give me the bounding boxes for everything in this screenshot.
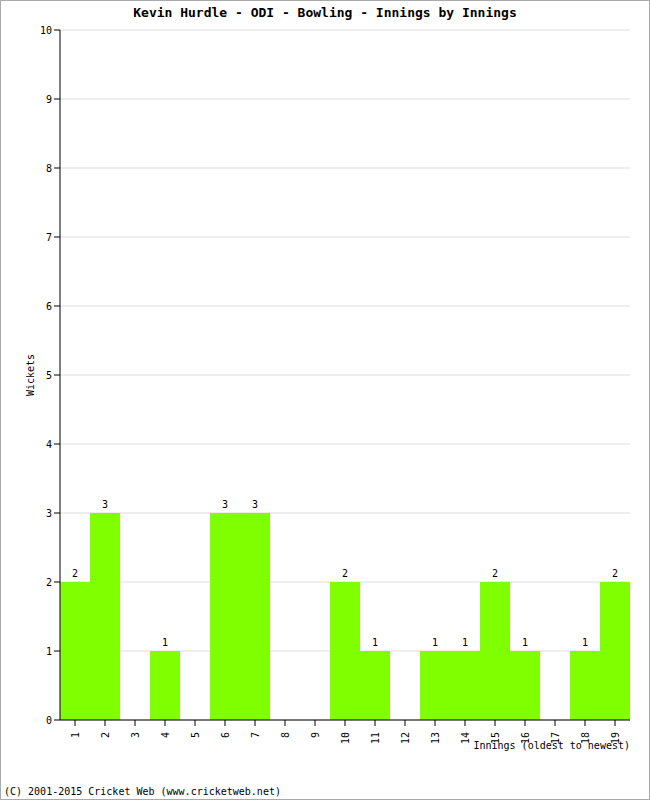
svg-text:6: 6 [46,301,52,312]
svg-text:3: 3 [46,508,52,519]
svg-text:0: 0 [46,715,52,726]
svg-text:2: 2 [100,732,111,738]
svg-text:2: 2 [342,568,348,579]
svg-text:8: 8 [46,163,52,174]
svg-text:5: 5 [190,732,201,738]
svg-text:Wickets: Wickets [25,354,36,396]
svg-text:3: 3 [102,499,108,510]
svg-text:7: 7 [250,732,261,738]
svg-text:2: 2 [72,568,78,579]
svg-text:6: 6 [220,732,231,738]
svg-text:1: 1 [462,637,468,648]
svg-text:1: 1 [162,637,168,648]
svg-text:1: 1 [46,646,52,657]
svg-text:(C) 2001-2015 Cricket Web (www: (C) 2001-2015 Cricket Web (www.cricketwe… [8,786,281,797]
svg-text:10: 10 [340,732,351,744]
svg-text:3: 3 [222,499,228,510]
svg-text:12: 12 [400,732,411,744]
svg-text:13: 13 [430,732,441,744]
svg-text:3: 3 [252,499,258,510]
svg-text:5: 5 [46,370,52,381]
svg-text:8: 8 [280,732,291,738]
svg-text:7: 7 [46,232,52,243]
svg-text:10: 10 [40,25,52,36]
svg-text:17: 17 [550,732,561,744]
svg-text:15: 15 [490,732,501,744]
svg-text:3: 3 [130,732,141,738]
svg-text:18: 18 [580,732,591,744]
svg-text:1: 1 [70,732,81,738]
svg-text:19: 19 [610,732,621,744]
svg-text:1: 1 [372,637,378,648]
svg-text:14: 14 [460,732,471,744]
svg-text:4: 4 [160,732,171,738]
svg-text:16: 16 [520,732,531,744]
svg-text:9: 9 [310,732,321,738]
svg-text:9: 9 [46,94,52,105]
svg-text:2: 2 [492,568,498,579]
svg-text:11: 11 [370,732,381,744]
svg-text:Kevin Hurdle - ODI - Bowling -: Kevin Hurdle - ODI - Bowling - Innings b… [133,5,517,20]
svg-text:2: 2 [612,568,618,579]
svg-text:2: 2 [46,577,52,588]
svg-text:1: 1 [432,637,438,648]
svg-text:1: 1 [582,637,588,648]
svg-text:Innings (oldest to newest): Innings (oldest to newest) [473,740,630,751]
svg-text:4: 4 [46,439,52,450]
svg-text:1: 1 [522,637,528,648]
